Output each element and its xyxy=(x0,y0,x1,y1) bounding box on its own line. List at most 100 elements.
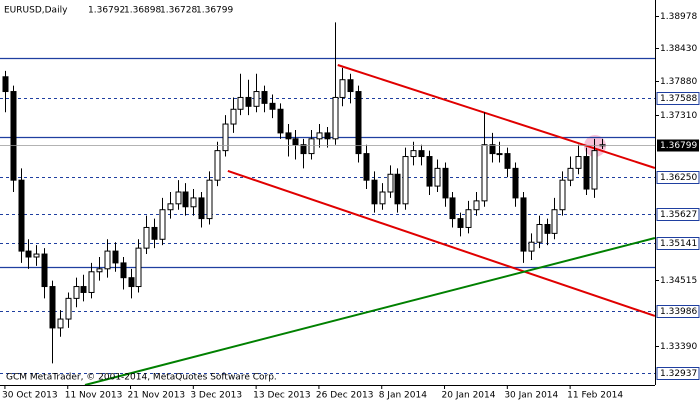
x-tick-label: 3 Dec 2013 xyxy=(190,391,242,401)
candle-body xyxy=(410,150,417,158)
candle-body xyxy=(143,226,150,249)
candle-body xyxy=(261,91,268,104)
y-tick-label: 1.33390 xyxy=(660,342,697,352)
candle-body xyxy=(418,150,425,158)
plot-area xyxy=(0,22,656,386)
candle-body xyxy=(347,79,354,93)
candle-body xyxy=(442,167,449,199)
candle-body xyxy=(426,156,433,187)
candle-body xyxy=(104,250,111,270)
x-tick-label: 21 Nov 2013 xyxy=(128,391,186,401)
candle-body xyxy=(214,150,221,181)
current-price-box xyxy=(657,139,699,152)
candle-body xyxy=(41,253,48,288)
candle-body xyxy=(544,223,551,234)
candle-body xyxy=(575,156,582,169)
candle-body xyxy=(559,179,566,211)
x-tick-label: 20 Jan 2014 xyxy=(442,391,496,401)
candle-body xyxy=(496,153,503,156)
candle-body xyxy=(528,241,535,252)
candle-body xyxy=(269,102,276,110)
candle-body xyxy=(551,209,558,234)
y-tick-label: 1.37310 xyxy=(660,111,697,121)
candle-body xyxy=(25,250,32,258)
candle-body xyxy=(80,286,87,293)
candle-body xyxy=(222,123,229,152)
candle-body xyxy=(520,197,527,252)
candle-body xyxy=(324,132,331,140)
y-tick-label: 1.34515 xyxy=(660,276,697,286)
x-tick-label: 8 Jan 2014 xyxy=(379,391,427,401)
level-label: 1.35141 xyxy=(660,239,697,249)
trend-line xyxy=(227,170,656,317)
x-tick-label: 13 Dec 2013 xyxy=(253,391,311,401)
candle-body xyxy=(96,268,103,273)
candle-body xyxy=(355,91,362,155)
candle-body xyxy=(300,144,307,155)
candle-body xyxy=(167,203,174,211)
candle-body xyxy=(237,96,244,110)
header-close: 1.36799 xyxy=(196,6,233,16)
candle-body xyxy=(120,262,127,279)
level-label-box xyxy=(656,367,700,380)
candle-body xyxy=(253,91,260,107)
current-price-label: 1.36799 xyxy=(660,141,697,151)
header-high: 1.36898 xyxy=(124,6,161,16)
header-low: 1.36728 xyxy=(160,6,197,16)
candle-body xyxy=(88,271,95,293)
y-tick-label: 1.38978 xyxy=(660,12,697,22)
candle-body xyxy=(198,197,205,220)
candle-body xyxy=(182,191,189,208)
candle-body xyxy=(371,179,378,205)
candle-body xyxy=(2,76,9,93)
candle-body xyxy=(567,167,574,181)
candle-body xyxy=(379,191,386,205)
candle-body xyxy=(308,138,315,155)
candle-body xyxy=(363,153,370,181)
level-label-box xyxy=(656,208,700,221)
candle-body xyxy=(49,286,56,329)
candle-body xyxy=(465,209,472,228)
candle-body xyxy=(245,96,252,107)
candle-body xyxy=(473,200,480,211)
candle-body xyxy=(277,108,284,134)
candle-body xyxy=(489,144,496,155)
candle-body xyxy=(504,153,511,169)
x-tick-label: 30 Oct 2013 xyxy=(2,391,58,401)
candle-body xyxy=(387,173,394,193)
candle-body xyxy=(151,226,158,240)
y-tick-label: 1.38430 xyxy=(660,44,697,54)
candle-body xyxy=(434,167,441,187)
candle-body xyxy=(10,91,17,181)
candle-body xyxy=(57,318,64,329)
candle-body xyxy=(449,197,456,220)
trend-line xyxy=(84,237,656,386)
x-tick-label: 30 Jan 2014 xyxy=(504,391,558,401)
level-label-box xyxy=(656,92,700,105)
candle-body xyxy=(583,156,590,190)
header-open: 1.36792 xyxy=(88,6,125,16)
level-label-box xyxy=(656,237,700,250)
candle-body xyxy=(339,79,346,98)
candle-body xyxy=(457,218,464,228)
y-tick-label: 1.37880 xyxy=(660,77,697,87)
candle-body xyxy=(536,223,543,243)
x-tick-label: 26 Dec 2013 xyxy=(316,391,374,401)
candle-body xyxy=(18,179,25,252)
candle-body xyxy=(159,209,166,240)
x-tick-label: 11 Nov 2013 xyxy=(65,391,123,401)
candle-body xyxy=(230,108,237,125)
candle-body xyxy=(73,286,80,299)
level-label: 1.36250 xyxy=(660,173,697,183)
candle-body xyxy=(135,247,142,288)
trend-line xyxy=(337,64,656,169)
candle-body xyxy=(402,156,409,205)
candle-body xyxy=(316,132,323,140)
candle-body xyxy=(481,144,488,202)
level-label: 1.32937 xyxy=(660,369,697,379)
candle-body xyxy=(33,253,40,258)
candle-body xyxy=(512,167,519,199)
level-label-box xyxy=(656,171,700,184)
